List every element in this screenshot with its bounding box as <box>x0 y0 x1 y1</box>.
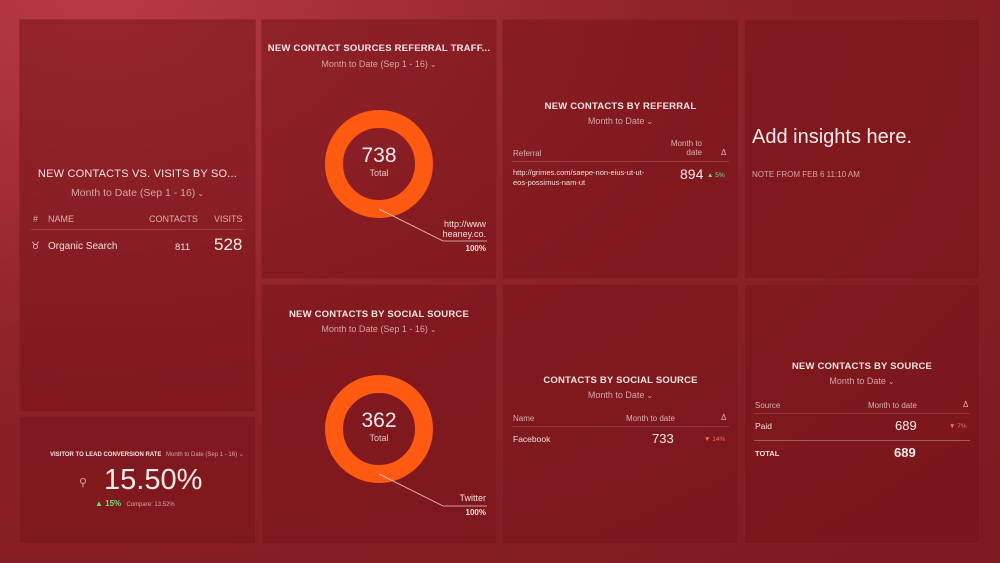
table-row[interactable]: Facebook 733 ▼ 14% <box>502 430 739 450</box>
callout-label: http://www heaney.co. 100% <box>442 219 486 253</box>
chevron-down-icon: ⌄ <box>429 60 437 69</box>
row-name: Organic Search <box>48 241 118 252</box>
contacts-by-source-tile: NEW CONTACTS BY SOURCE Month to Date ⌄ So… <box>744 284 980 544</box>
insights-note: NOTE FROM FEB 6 11:10 AM <box>752 170 860 179</box>
col-month-to-date: Month to date <box>670 139 702 157</box>
col-referral: Referral <box>513 149 542 158</box>
tile-title: CONTACTS BY SOCIAL SOURCE <box>543 375 698 386</box>
callout-label: Twitter 100% <box>459 493 486 517</box>
total-row: TOTAL 689 <box>744 444 980 464</box>
date-range-selector[interactable]: Month to Date ⌄ <box>587 390 654 400</box>
col-name: NAME <box>48 214 75 224</box>
col-month-to-date: Month to date <box>626 414 675 423</box>
contacts-vs-visits-tile: NEW CONTACTS VS. VISITS BY SO... Month t… <box>19 19 256 412</box>
row-value: 689 <box>895 418 917 433</box>
col-hash: # <box>33 214 39 224</box>
row-contacts: 811 <box>175 242 191 253</box>
chevron-down-icon: ⌄ <box>197 189 205 198</box>
col-delta: Δ <box>721 413 727 422</box>
donut-total-label: Total <box>369 433 389 443</box>
callout-line <box>378 473 487 507</box>
col-source: Source <box>755 401 781 410</box>
date-range-selector[interactable]: Month to Date (Sep 1 - 16) ⌄ <box>166 452 244 458</box>
donut-total: 738 <box>361 144 397 167</box>
row-visits: 528 <box>214 235 243 254</box>
conversion-rate-tile: VISITOR TO LEAD CONVERSION RATE Month to… <box>19 416 256 544</box>
row-value: 894 <box>680 166 704 182</box>
chevron-down-icon: ⌄ <box>429 325 437 334</box>
row-value: 733 <box>652 431 674 446</box>
date-range-selector[interactable]: Month to Date (Sep 1 - 16) ⌄ <box>321 324 437 334</box>
change-badge: ▲ 15% Compare: 13.52% <box>95 499 175 508</box>
insights-text[interactable]: Add insights here. <box>752 126 913 148</box>
donut-total-label: Total <box>369 168 389 178</box>
tile-title: NEW CONTACTS BY SOCIAL SOURCE <box>289 309 469 320</box>
donut-chart[interactable] <box>261 19 497 279</box>
row-change: ▼ 7% <box>949 423 967 430</box>
table-row[interactable]: ♉ Organic Search 811 528 <box>19 234 256 258</box>
date-range-selector[interactable]: Month to Date (Sep 1 - 16) ⌄ <box>70 187 205 199</box>
contacts-by-social-tile: CONTACTS BY SOCIAL SOURCE Month to Date ⌄… <box>502 284 739 544</box>
col-visits: VISITS <box>214 214 243 224</box>
divider <box>754 440 970 441</box>
chevron-down-icon: ⌄ <box>887 377 895 386</box>
col-name: Name <box>513 414 535 423</box>
divider <box>31 229 244 230</box>
total-value: 689 <box>894 445 916 460</box>
row-name: Facebook <box>513 434 551 444</box>
chevron-down-icon: ⌄ <box>646 117 654 126</box>
callout-line <box>378 208 487 242</box>
row-name: Paid <box>755 421 773 431</box>
award-icon: ♉ <box>31 241 40 252</box>
referral-url[interactable]: http://grimes.com/saepe-non-eius-ut-ut- … <box>513 168 645 187</box>
contacts-by-referral-tile: NEW CONTACTS BY REFERRAL Month to Date ⌄ … <box>502 19 739 279</box>
chevron-down-icon: ⌄ <box>646 391 654 400</box>
col-delta: Δ <box>721 148 727 157</box>
row-change: ▲ 5% <box>707 172 725 179</box>
table-row[interactable]: Paid 689 ▼ 7% <box>744 417 980 437</box>
date-range-selector[interactable]: Month to Date (Sep 1 - 16) ⌄ <box>321 59 437 69</box>
divider <box>754 413 970 414</box>
row-change: ▼ 14% <box>704 436 726 443</box>
tile-title: NEW CONTACTS BY SOURCE <box>791 361 933 372</box>
date-range-selector[interactable]: Month to Date ⌄ <box>829 376 895 386</box>
total-label: TOTAL <box>755 449 780 458</box>
user-icon: ⚲ <box>79 477 88 489</box>
col-month-to-date: Month to date <box>868 401 917 410</box>
tile-title: NEW CONTACTS BY REFERRAL <box>544 101 697 112</box>
insights-tile[interactable]: Add insights here. NOTE FROM FEB 6 11:10… <box>744 19 980 279</box>
divider <box>512 426 729 427</box>
tile-title: VISITOR TO LEAD CONVERSION RATE Month to… <box>50 452 244 458</box>
col-delta: Δ <box>963 400 969 409</box>
social-source-donut-tile: NEW CONTACTS BY SOCIAL SOURCE Month to D… <box>261 284 497 544</box>
conversion-value: 15.50% <box>104 464 203 496</box>
date-range-selector[interactable]: Month to Date ⌄ <box>587 116 654 126</box>
donut-chart[interactable] <box>261 284 497 544</box>
divider <box>512 161 729 162</box>
table-row[interactable]: http://grimes.com/saepe-non-eius-ut-ut- … <box>502 166 739 192</box>
tile-title: NEW CONTACTS VS. VISITS BY SO... <box>37 168 238 180</box>
col-contacts: CONTACTS <box>149 214 198 224</box>
referral-traffic-tile: NEW CONTACT SOURCES REFERRAL TRAFF... Mo… <box>261 19 497 279</box>
donut-total: 362 <box>361 409 397 432</box>
tile-title: NEW CONTACT SOURCES REFERRAL TRAFF... <box>267 43 491 54</box>
